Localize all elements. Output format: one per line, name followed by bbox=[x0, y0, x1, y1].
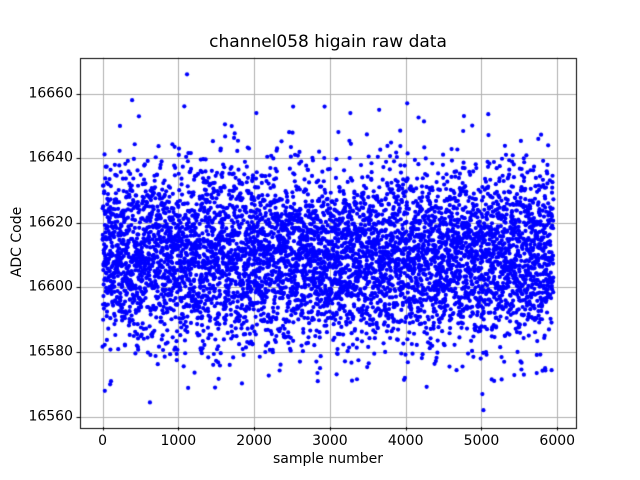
y-axis-label: ADC Code bbox=[9, 206, 25, 278]
y-tick-label: 16580 bbox=[28, 343, 73, 360]
x-tick-label: 1000 bbox=[160, 433, 197, 449]
y-tick-label: 16560 bbox=[28, 408, 73, 425]
y-tick-label: 16620 bbox=[28, 214, 73, 231]
x-tick-label: 3000 bbox=[312, 433, 348, 449]
x-tick-label: 6000 bbox=[539, 433, 576, 449]
x-tick-label: 4000 bbox=[387, 433, 424, 449]
x-tick-label: 2000 bbox=[236, 433, 272, 449]
y-tick-label: 16660 bbox=[28, 85, 73, 102]
x-tick-label: 0 bbox=[98, 433, 107, 449]
x-tick-label: 5000 bbox=[463, 433, 500, 449]
x-axis-label: sample number bbox=[273, 451, 383, 467]
y-tick-label: 16640 bbox=[28, 149, 73, 166]
y-tick-label: 16600 bbox=[28, 278, 73, 295]
chart-title: channel058 higain raw data bbox=[209, 32, 447, 52]
